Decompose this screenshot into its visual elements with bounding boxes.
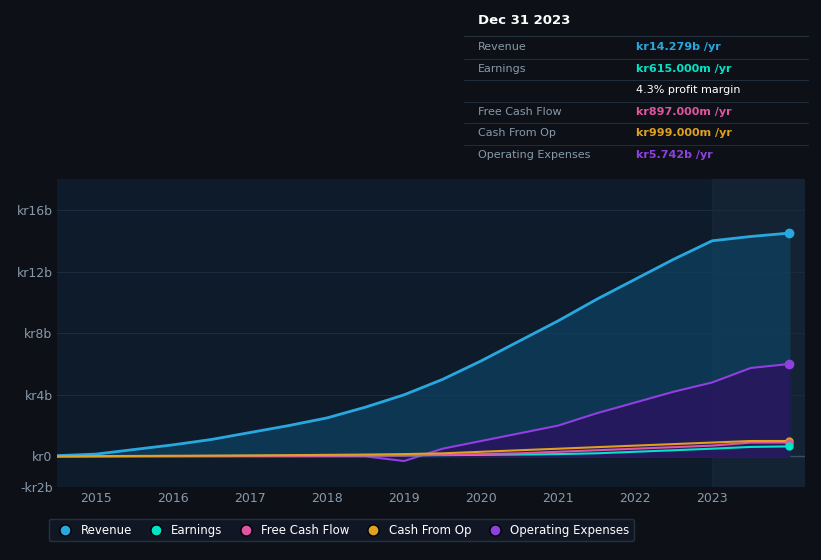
Text: Operating Expenses: Operating Expenses	[478, 150, 590, 160]
Text: kr999.000m /yr: kr999.000m /yr	[636, 128, 732, 138]
Text: kr897.000m /yr: kr897.000m /yr	[636, 107, 732, 117]
Bar	[712, 179, 805, 487]
Text: Dec 31 2023: Dec 31 2023	[478, 15, 570, 27]
Text: kr14.279b /yr: kr14.279b /yr	[636, 43, 721, 53]
Text: kr5.742b /yr: kr5.742b /yr	[636, 150, 713, 160]
Text: Earnings: Earnings	[478, 64, 526, 74]
Text: kr615.000m /yr: kr615.000m /yr	[636, 64, 732, 74]
Text: Revenue: Revenue	[478, 43, 526, 53]
Text: Free Cash Flow: Free Cash Flow	[478, 107, 562, 117]
Legend: Revenue, Earnings, Free Cash Flow, Cash From Op, Operating Expenses: Revenue, Earnings, Free Cash Flow, Cash …	[48, 519, 634, 542]
Text: Cash From Op: Cash From Op	[478, 128, 556, 138]
Text: 4.3% profit margin: 4.3% profit margin	[636, 85, 741, 95]
